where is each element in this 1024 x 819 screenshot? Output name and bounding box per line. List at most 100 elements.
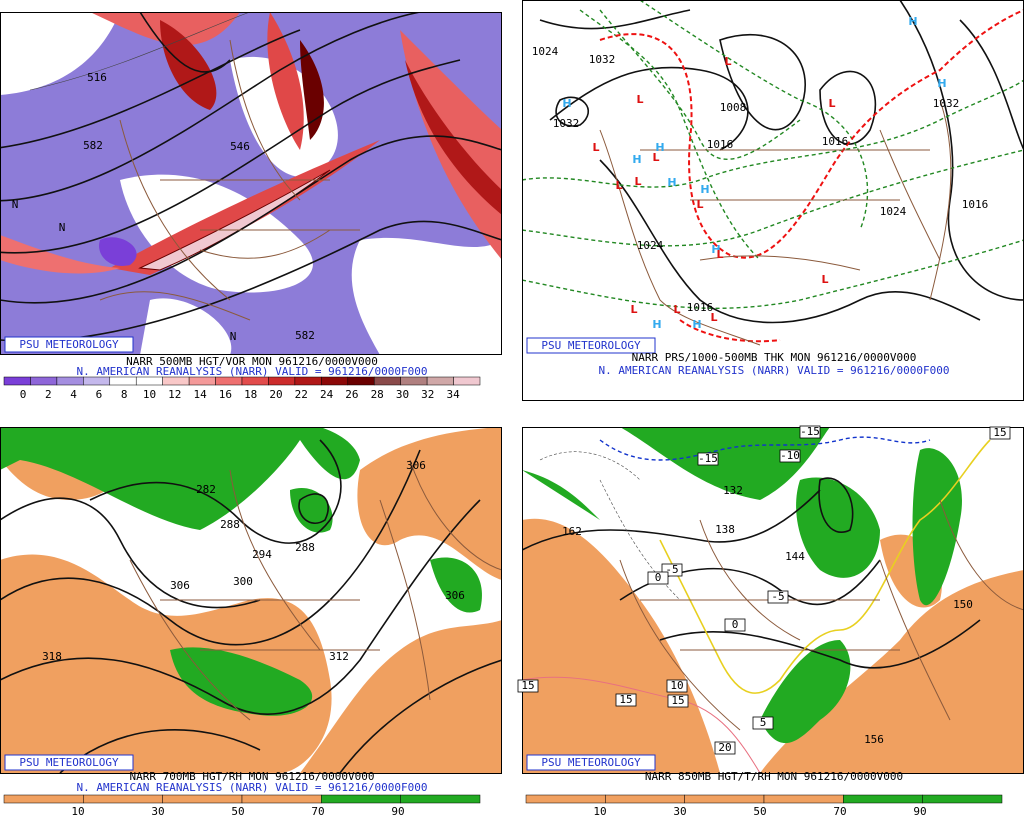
colorbar-cell bbox=[400, 376, 428, 386]
colorbar-cell bbox=[373, 376, 401, 386]
contour-label: 300 bbox=[233, 575, 253, 588]
colorbar-label: 16 bbox=[219, 388, 232, 401]
pressure-center: H bbox=[655, 141, 664, 154]
pressure-center: H bbox=[711, 243, 720, 256]
caption: NARR PRS/1000-500MB THK MON 961216/0000V… bbox=[632, 351, 917, 364]
label-box bbox=[779, 449, 801, 463]
map-850mb bbox=[522, 427, 1024, 773]
colorbar-label: 14 bbox=[193, 388, 207, 401]
pressure-center: H bbox=[667, 176, 676, 189]
contour-label: 294 bbox=[252, 548, 272, 561]
contour-label: 0 bbox=[732, 618, 739, 631]
colorbar-label: 10 bbox=[143, 388, 156, 401]
colorbar-cell bbox=[268, 376, 296, 386]
frame bbox=[0, 427, 502, 774]
map-700mb bbox=[0, 427, 502, 773]
colorbar-label: 20 bbox=[269, 388, 282, 401]
label-box bbox=[667, 694, 689, 708]
contour-label: 15 bbox=[619, 693, 632, 706]
colorbar-label: 32 bbox=[421, 388, 434, 401]
contour-label: 10 bbox=[670, 679, 683, 692]
map-500mb bbox=[0, 12, 502, 355]
colorbar-label: 12 bbox=[168, 388, 181, 401]
pressure-center: H bbox=[700, 183, 709, 196]
contour-label: 15 bbox=[993, 426, 1006, 439]
colorbar-cell bbox=[321, 794, 401, 804]
pressure-center: H bbox=[937, 77, 946, 90]
pressure-center: L bbox=[634, 175, 641, 188]
label-box bbox=[666, 679, 688, 693]
colorbar-label: 50 bbox=[231, 805, 244, 818]
contour-label: N bbox=[59, 221, 66, 234]
contour-label: 288 bbox=[295, 541, 315, 554]
contour-label: 0 bbox=[655, 571, 662, 584]
contour-label: 138 bbox=[715, 523, 735, 536]
colorbar-label: 8 bbox=[121, 388, 128, 401]
contour-label: 1016 bbox=[822, 135, 849, 148]
colorbar-label: 10 bbox=[593, 805, 606, 818]
contour-label: 312 bbox=[329, 650, 349, 663]
colorbar-cell bbox=[30, 376, 58, 386]
contour-label: 582 bbox=[83, 139, 103, 152]
label-box bbox=[799, 425, 821, 439]
pressure-center: L bbox=[716, 248, 723, 261]
colorbar-cell bbox=[3, 376, 31, 386]
footer-label: PSU METEOROLOGY bbox=[541, 339, 641, 352]
contour-label: 306 bbox=[445, 589, 465, 602]
colorbar-cell bbox=[843, 794, 923, 804]
colorbar-cell bbox=[347, 376, 375, 386]
colorbar-label: 2 bbox=[45, 388, 52, 401]
pressure-center: H bbox=[908, 15, 917, 28]
frame bbox=[0, 12, 502, 355]
contour-label: N bbox=[230, 330, 237, 343]
contour-label: 15 bbox=[521, 679, 534, 692]
contour-label: 15 bbox=[671, 694, 684, 707]
colorbar-label: 4 bbox=[70, 388, 77, 401]
contour-label: 546 bbox=[230, 140, 250, 153]
contour-label: 282 bbox=[196, 483, 216, 496]
colorbar-label: 34 bbox=[446, 388, 460, 401]
label-box bbox=[615, 693, 637, 707]
pressure-center: L bbox=[636, 93, 643, 106]
pressure-center: L bbox=[630, 303, 637, 316]
footer-box bbox=[4, 754, 134, 771]
contour-label: 1008 bbox=[720, 101, 747, 114]
caption: N. AMERICAN REANALYSIS (NARR) VALID = 96… bbox=[77, 365, 428, 378]
contour-label: 1032 bbox=[589, 53, 616, 66]
contour-label: 306 bbox=[406, 459, 426, 472]
contour-label: 1032 bbox=[933, 97, 960, 110]
contour-label: 150 bbox=[953, 598, 973, 611]
pressure-center: L bbox=[592, 141, 599, 154]
contour-label: 1024 bbox=[532, 45, 559, 58]
contour-label: N bbox=[12, 198, 19, 211]
contour-label: -15 bbox=[800, 425, 820, 438]
contour-label: 162 bbox=[562, 525, 582, 538]
contour-label: -10 bbox=[780, 449, 800, 462]
colorbar-cell bbox=[426, 376, 454, 386]
colorbar-label: 28 bbox=[371, 388, 384, 401]
pressure-center: L bbox=[710, 311, 717, 324]
colorbar-label: 22 bbox=[295, 388, 308, 401]
contour-label: 144 bbox=[785, 550, 805, 563]
pressure-center: L bbox=[615, 179, 622, 192]
colorbar-cell bbox=[241, 376, 269, 386]
colorbar-cell bbox=[525, 794, 606, 804]
colorbar-cell bbox=[321, 376, 349, 386]
contour-label: 1016 bbox=[707, 138, 734, 151]
contour-label: 1024 bbox=[880, 205, 907, 218]
contour-label: 516 bbox=[87, 71, 107, 84]
colorbar-cell bbox=[83, 376, 111, 386]
pressure-center: L bbox=[673, 303, 680, 316]
contour-label: 582 bbox=[295, 329, 315, 342]
caption: N. AMERICAN REANALYSIS (NARR) VALID = 96… bbox=[599, 364, 950, 377]
colorbar-cell bbox=[215, 376, 243, 386]
label-box bbox=[724, 618, 746, 632]
colorbar-cell bbox=[684, 794, 765, 804]
label-box bbox=[517, 679, 539, 693]
colorbar-label: 30 bbox=[151, 805, 164, 818]
colorbar-label: 24 bbox=[320, 388, 334, 401]
colorbar-label: 10 bbox=[71, 805, 84, 818]
pressure-center: L bbox=[652, 151, 659, 164]
contour-label: 1016 bbox=[962, 198, 989, 211]
